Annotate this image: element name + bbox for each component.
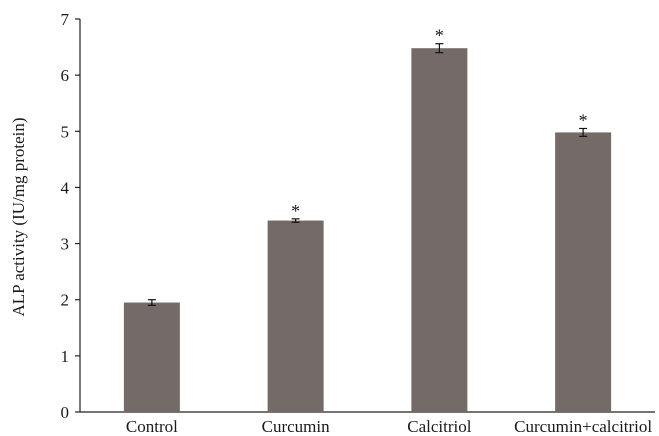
y-tick-label: 6: [61, 66, 70, 85]
y-axis-label: ALP activity (IU/mg protein): [9, 117, 28, 316]
bar-control: [123, 302, 180, 412]
x-tick-label: Calcitriol: [407, 417, 471, 436]
y-tick-label: 3: [61, 235, 70, 254]
x-tick-label: Curcumin+calcitriol: [514, 417, 652, 436]
bar-curcumin: [267, 220, 324, 412]
bar-curcumin-calcitriol: [555, 132, 612, 412]
significance-marker: *: [435, 26, 444, 46]
significance-marker: *: [291, 201, 300, 221]
x-tick-label: Control: [126, 417, 178, 436]
significance-marker: *: [579, 110, 588, 130]
y-tick-label: 7: [61, 10, 70, 29]
y-tick-label: 2: [61, 291, 70, 310]
y-tick-label: 1: [61, 347, 70, 366]
x-tick-label: Curcumin: [262, 417, 330, 436]
y-tick-label: 0: [61, 403, 70, 422]
y-tick-label: 4: [61, 178, 70, 197]
y-tick-label: 5: [61, 122, 70, 141]
bar-calcitriol: [411, 48, 468, 413]
plot-area: 0 1 2 3 4 5 6 7 Control * Curcumin * Calcitriol * Curc…: [61, 10, 655, 436]
